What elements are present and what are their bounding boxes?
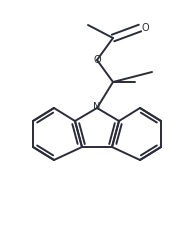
Text: O: O [93, 55, 101, 65]
Text: N: N [93, 102, 101, 112]
Text: O: O [142, 23, 150, 33]
